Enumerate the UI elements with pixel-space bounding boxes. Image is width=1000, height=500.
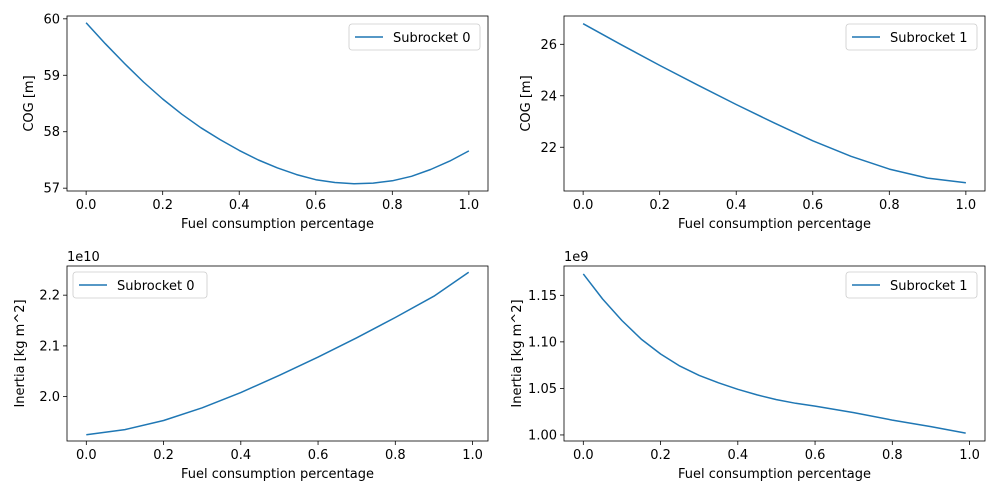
axis-offset-text: 1e10 [67,250,100,265]
x-tick-label: 0.4 [726,198,747,213]
legend: Subrocket 1 [845,23,978,51]
x-tick-label: 0.8 [385,448,406,463]
series-line-0 [582,23,966,184]
y-axis-label: COG [m] [519,75,534,131]
y-tick-label: 24 [540,89,557,104]
legend-label: Subrocket 1 [890,279,967,294]
axes-frame [66,15,489,192]
series-line-0 [85,22,470,185]
x-tick-label: 0.4 [727,448,748,463]
x-tick-label: 0.6 [802,198,823,213]
x-tick-label: 0.6 [308,448,329,463]
series-line-0 [86,271,470,436]
axes-frame [563,15,986,192]
legend: Subrocket 0 [348,23,481,51]
legend-box [845,23,978,51]
x-tick-label: 1.0 [959,448,980,463]
x-tick-label: 0.4 [229,198,250,213]
legend: Subrocket 1 [845,271,978,299]
y-tick-label: 2.1 [39,339,60,354]
y-axis-label: Inertia [kg m^2] [13,299,28,407]
x-tick-label: 0.6 [805,448,826,463]
y-tick-label: 1.00 [528,428,557,443]
y-tick-label: 1.05 [528,382,557,397]
x-tick-label: 1.0 [459,198,480,213]
x-tick-label: 0.2 [649,198,670,213]
x-tick-label: 0.2 [152,198,173,213]
y-tick-label: 2.0 [39,390,60,405]
y-tick-label: 26 [540,38,557,53]
charts-container: 0.0 0.2 0.4 0.6 0.8 1.0 57 58 59 60 Fuel consumpti… [13,12,986,482]
legend-box [348,23,481,51]
y-tick-label: 57 [43,182,60,197]
y-tick-label: 59 [43,69,60,84]
x-tick-label: 0.0 [573,198,594,213]
x-axis-label: Fuel consumption percentage [181,217,374,232]
series-line-0 [582,273,966,434]
y-tick-label: 22 [540,141,557,156]
y-axis-label: COG [m] [22,75,37,131]
y-tick-label: 58 [43,125,60,140]
subplot-1: 0.0 0.2 0.4 0.6 0.8 1.0 22 24 26 Fuel consumption… [519,15,986,232]
axis-offset-text: 1e9 [564,250,589,265]
y-tick-label: 2.2 [39,289,60,304]
legend-label: Subrocket 0 [393,31,470,46]
legend: Subrocket 0 [72,271,208,299]
x-axis-label: Fuel consumption percentage [678,467,871,482]
legend-box [72,271,208,299]
y-tick-label: 1.15 [528,289,557,304]
legend-label: Subrocket 1 [890,31,967,46]
x-tick-label: 1.0 [956,198,977,213]
y-tick-label: 60 [43,12,60,27]
x-tick-label: 0.2 [153,448,174,463]
subplot-3: 0.0 0.2 0.4 0.6 0.8 1.0 1.00 1.05 1.10 1.15 Fuel c… [510,250,986,482]
y-axis-label: Inertia [kg m^2] [510,299,525,407]
legend-box [845,271,978,299]
x-tick-label: 0.4 [230,448,251,463]
x-tick-label: 0.0 [573,448,594,463]
legend-label: Subrocket 0 [117,279,194,294]
x-tick-label: 0.2 [650,448,671,463]
x-tick-label: 0.6 [305,198,326,213]
x-axis-label: Fuel consumption percentage [181,467,374,482]
axes-frame [563,265,986,442]
x-tick-label: 0.0 [76,448,97,463]
y-tick-label: 1.10 [528,335,557,350]
subplot-2: 0.0 0.2 0.4 0.6 0.8 1.0 2.0 2.1 2.2 Fuel consumpt… [13,250,489,482]
x-tick-label: 0.0 [76,198,97,213]
subplot-0: 0.0 0.2 0.4 0.6 0.8 1.0 57 58 59 60 Fuel consumpti… [22,12,489,232]
x-axis-label: Fuel consumption percentage [678,217,871,232]
axes-frame [66,265,489,442]
x-tick-label: 1.0 [462,448,483,463]
x-tick-label: 0.8 [879,198,900,213]
x-tick-label: 0.8 [882,448,903,463]
x-tick-label: 0.8 [382,198,403,213]
